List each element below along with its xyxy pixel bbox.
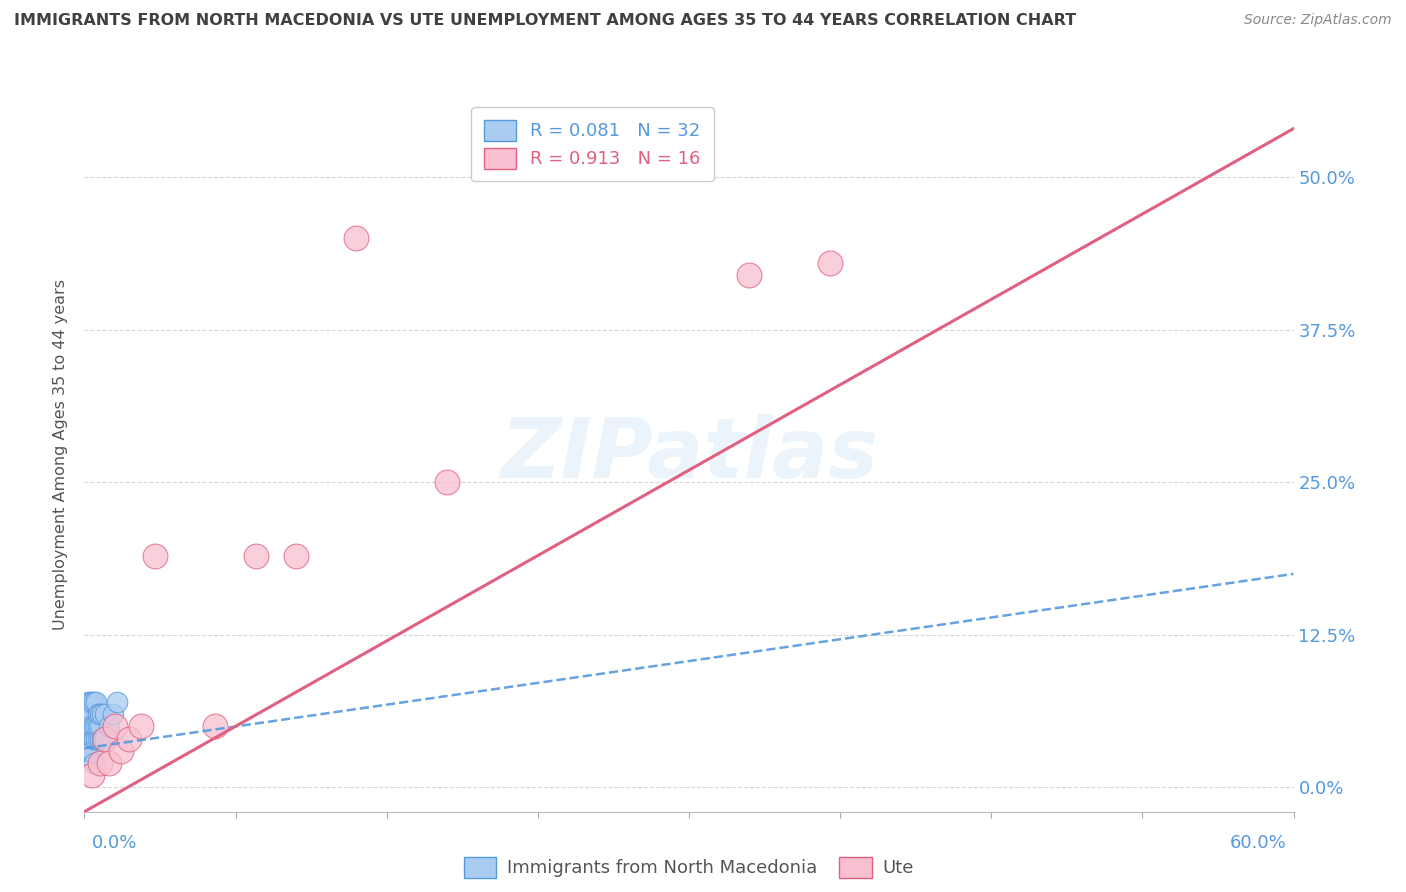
Point	[89, 756, 111, 770]
Point	[83, 756, 105, 770]
Point	[79, 695, 101, 709]
Point	[75, 707, 97, 722]
Point	[83, 695, 105, 709]
Text: Source: ZipAtlas.com: Source: ZipAtlas.com	[1244, 13, 1392, 28]
Point	[93, 731, 115, 746]
Point	[97, 756, 120, 770]
Text: 60.0%: 60.0%	[1230, 834, 1286, 852]
Point	[79, 744, 101, 758]
Point	[86, 719, 108, 733]
Point	[204, 719, 226, 733]
Point	[82, 719, 104, 733]
Legend: Immigrants from North Macedonia, Ute: Immigrants from North Macedonia, Ute	[457, 849, 921, 885]
Text: IMMIGRANTS FROM NORTH MACEDONIA VS UTE UNEMPLOYMENT AMONG AGES 35 TO 44 YEARS CO: IMMIGRANTS FROM NORTH MACEDONIA VS UTE U…	[14, 13, 1076, 29]
Point	[93, 707, 115, 722]
Point	[818, 256, 841, 270]
Point	[83, 719, 105, 733]
Point	[83, 731, 105, 746]
Point	[105, 695, 128, 709]
Point	[77, 695, 100, 709]
Text: 0.0%: 0.0%	[91, 834, 136, 852]
Point	[82, 768, 104, 782]
Point	[91, 731, 114, 746]
Point	[87, 719, 110, 733]
Point	[436, 475, 458, 490]
Point	[87, 731, 110, 746]
Point	[89, 731, 111, 746]
Point	[101, 707, 124, 722]
Point	[82, 695, 104, 709]
Point	[87, 707, 110, 722]
Point	[86, 695, 108, 709]
Text: ZIPatlas: ZIPatlas	[501, 415, 877, 495]
Point	[93, 731, 115, 746]
Point	[79, 707, 101, 722]
Point	[86, 731, 108, 746]
Point	[89, 719, 111, 733]
Point	[285, 549, 308, 563]
Point	[75, 731, 97, 746]
Point	[245, 549, 267, 563]
Point	[89, 707, 111, 722]
Point	[77, 744, 100, 758]
Point	[91, 707, 114, 722]
Point	[143, 549, 166, 563]
Point	[77, 719, 100, 733]
Point	[82, 744, 104, 758]
Point	[110, 744, 132, 758]
Point	[129, 719, 152, 733]
Point	[118, 731, 141, 746]
Point	[79, 719, 101, 733]
Y-axis label: Unemployment Among Ages 35 to 44 years: Unemployment Among Ages 35 to 44 years	[53, 279, 69, 631]
Point	[738, 268, 761, 282]
Point	[97, 719, 120, 733]
Point	[346, 231, 368, 245]
Point	[104, 719, 127, 733]
